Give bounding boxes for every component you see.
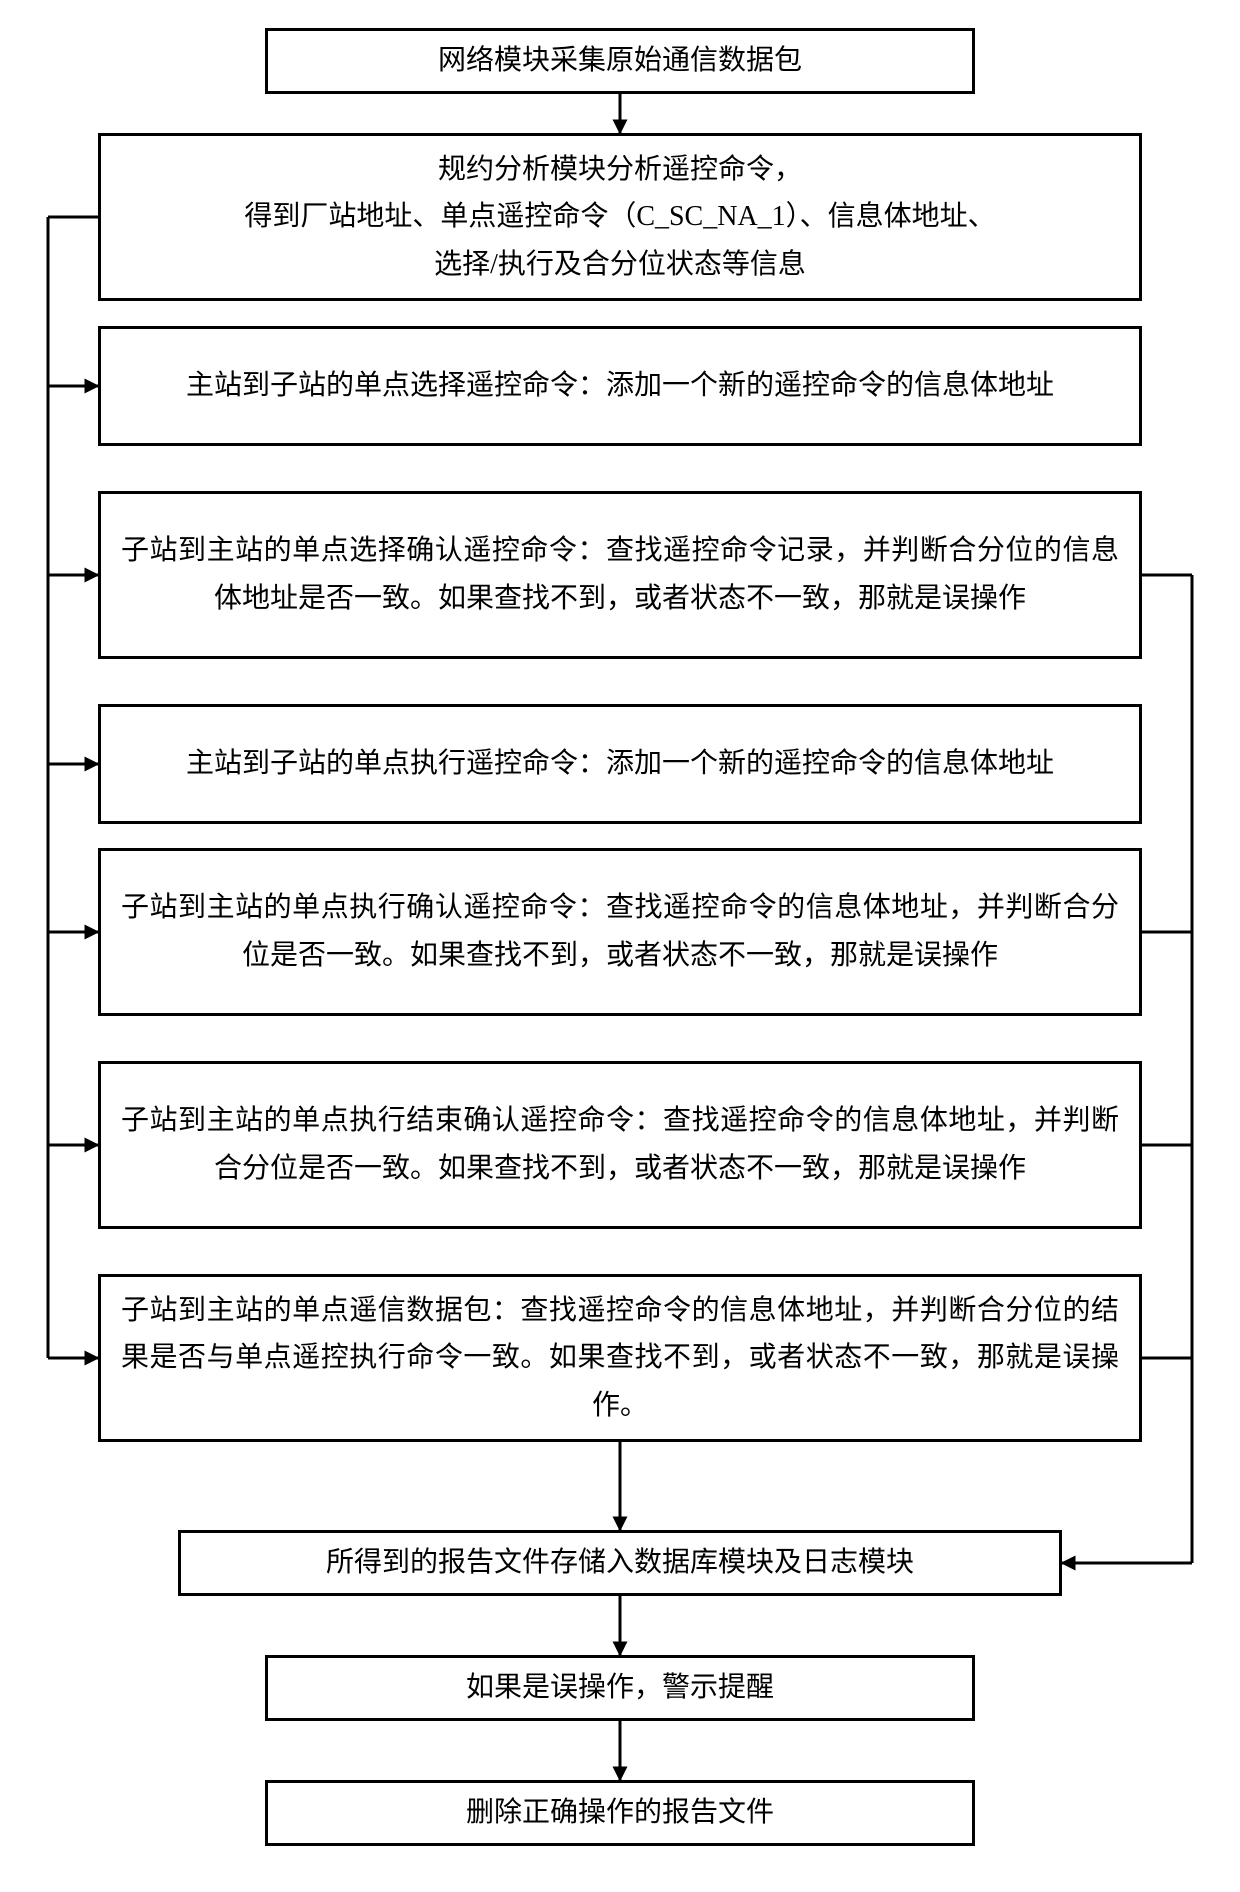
- flow-node-text: 子站到主站的单点遥信数据包：查找遥控命令的信息体地址，并判断合分位的结果是否与单…: [121, 1287, 1119, 1430]
- flow-node-text: 子站到主站的单点执行结束确认遥控命令：查找遥控命令的信息体地址，并判断合分位是否…: [121, 1097, 1119, 1192]
- flowchart-canvas: 网络模块采集原始通信数据包规约分析模块分析遥控命令，得到厂站地址、单点遥控命令（…: [0, 0, 1240, 1892]
- flow-node-n5: 主站到子站的单点执行遥控命令：添加一个新的遥控命令的信息体地址: [98, 704, 1142, 824]
- flow-node-n2: 规约分析模块分析遥控命令，得到厂站地址、单点遥控命令（C_SC_NA_1）、信息…: [98, 133, 1142, 301]
- flow-node-n9: 所得到的报告文件存储入数据库模块及日志模块: [178, 1530, 1062, 1596]
- flow-node-text: 子站到主站的单点选择确认遥控命令：查找遥控命令记录，并判断合分位的信息体地址是否…: [121, 527, 1119, 622]
- flow-node-text: 网络模块采集原始通信数据包: [288, 37, 952, 85]
- flow-node-text: 如果是误操作，警示提醒: [288, 1664, 952, 1712]
- flow-node-n7: 子站到主站的单点执行结束确认遥控命令：查找遥控命令的信息体地址，并判断合分位是否…: [98, 1061, 1142, 1229]
- flow-node-text: 所得到的报告文件存储入数据库模块及日志模块: [201, 1539, 1039, 1587]
- flow-node-n3: 主站到子站的单点选择遥控命令：添加一个新的遥控命令的信息体地址: [98, 326, 1142, 446]
- flow-node-text: 规约分析模块分析遥控命令，得到厂站地址、单点遥控命令（C_SC_NA_1）、信息…: [121, 146, 1119, 289]
- flow-node-n10: 如果是误操作，警示提醒: [265, 1655, 975, 1721]
- flow-node-text: 主站到子站的单点执行遥控命令：添加一个新的遥控命令的信息体地址: [121, 740, 1119, 788]
- flow-node-text: 删除正确操作的报告文件: [288, 1789, 952, 1837]
- flow-node-n6: 子站到主站的单点执行确认遥控命令：查找遥控命令的信息体地址，并判断合分位是否一致…: [98, 848, 1142, 1016]
- flow-node-n4: 子站到主站的单点选择确认遥控命令：查找遥控命令记录，并判断合分位的信息体地址是否…: [98, 491, 1142, 659]
- flow-node-n11: 删除正确操作的报告文件: [265, 1780, 975, 1846]
- flow-node-text: 主站到子站的单点选择遥控命令：添加一个新的遥控命令的信息体地址: [121, 362, 1119, 410]
- flow-node-n1: 网络模块采集原始通信数据包: [265, 28, 975, 94]
- flow-node-text: 子站到主站的单点执行确认遥控命令：查找遥控命令的信息体地址，并判断合分位是否一致…: [121, 884, 1119, 979]
- flow-node-n8: 子站到主站的单点遥信数据包：查找遥控命令的信息体地址，并判断合分位的结果是否与单…: [98, 1274, 1142, 1442]
